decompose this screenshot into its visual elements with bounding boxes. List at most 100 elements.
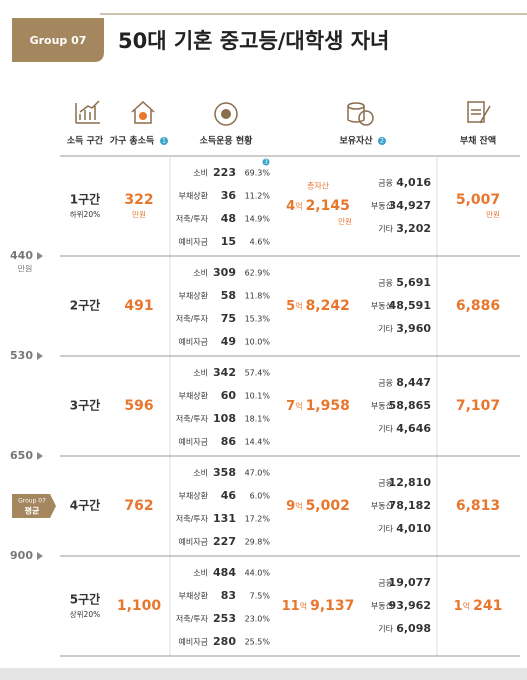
usage-share: 14.9% <box>245 215 271 224</box>
usage-share: 14.4% <box>245 438 271 447</box>
usage-share: 25.5% <box>245 638 271 647</box>
note-badge <box>378 137 386 145</box>
total-label: 총자산 <box>307 181 330 191</box>
asset-value: 48,591 <box>389 299 431 312</box>
usage-label: 부채상환 <box>179 291 209 301</box>
debt: 6,813 <box>456 498 500 514</box>
usage-share: 47.0% <box>245 469 271 478</box>
debt-value: 5,007 <box>456 192 500 208</box>
usage-value: 49 <box>221 335 236 348</box>
asset-label: 기타 <box>378 325 393 334</box>
average-label: 평균 <box>25 506 40 516</box>
asset-label: 금융 <box>378 279 393 288</box>
column-header: 부채 잔액 <box>460 135 496 147</box>
debt-value: 7,107 <box>456 398 500 414</box>
income: 1,100 <box>117 598 162 614</box>
usage-label: 저축/투자 <box>176 315 209 324</box>
column-header: 가구 총소득 <box>110 135 155 147</box>
total-unit: 만원 <box>338 217 352 226</box>
asset-label: 부동산 <box>371 301 394 311</box>
asset-label: 부동산 <box>371 501 394 511</box>
column-header: 보유자산 <box>339 135 373 147</box>
asset-label: 부동산 <box>371 201 394 211</box>
income: 322 <box>124 192 153 208</box>
usage-share: 69.3% <box>245 169 271 178</box>
asset-label: 금융 <box>378 579 393 588</box>
total-assets: 4억 2,145 <box>286 198 350 214</box>
usage-value: 83 <box>221 589 236 602</box>
asset-value: 19,077 <box>389 576 431 589</box>
bracket-sub: 하위20% <box>70 209 100 219</box>
usage-label: 소비 <box>193 269 208 278</box>
debt: 7,107 <box>456 398 500 414</box>
threshold-arrow <box>37 452 43 460</box>
asset-value: 58,865 <box>389 399 431 412</box>
usage-value: 58 <box>221 289 236 302</box>
usage-value: 46 <box>221 489 237 502</box>
usage-label: 예비자금 <box>179 437 208 447</box>
usage-value: 280 <box>213 635 236 648</box>
asset-value: 4,016 <box>396 176 431 189</box>
column-header: 소득 구간 <box>67 135 104 147</box>
note-badge <box>160 137 168 145</box>
bracket-sub: 상위20% <box>70 609 100 619</box>
usage-label: 저축/투자 <box>176 615 209 624</box>
total-eok: 7 <box>286 399 295 414</box>
threshold: 530 <box>10 349 33 362</box>
usage-share: 10.0% <box>245 338 271 347</box>
usage-value: 358 <box>213 466 236 479</box>
usage-label: 예비자금 <box>179 637 208 647</box>
debt-eok: 1 <box>454 599 463 614</box>
eok-unit: 억 <box>295 201 302 211</box>
asset-value: 78,182 <box>389 499 431 512</box>
eok-unit: 억 <box>463 601 470 611</box>
usage-share: 17.2% <box>245 515 271 524</box>
asset-label: 부동산 <box>371 401 394 411</box>
threshold-arrow <box>37 352 43 360</box>
debt: 6,886 <box>456 298 500 314</box>
group-tag-bg <box>12 18 104 62</box>
total-man: 8,242 <box>306 298 350 314</box>
asset-value: 34,927 <box>389 199 431 212</box>
asset-value: 3,202 <box>396 222 431 235</box>
asset-label: 금융 <box>378 379 393 388</box>
total-eok: 5 <box>286 299 295 314</box>
usage-label: 소비 <box>193 369 208 378</box>
usage-value: 15 <box>221 235 236 248</box>
usage-share: 4.6% <box>250 238 271 247</box>
bracket: 4구간 <box>70 498 100 513</box>
average-group: Group 07 <box>18 498 46 505</box>
usage-share: 15.3% <box>245 315 271 324</box>
usage-label: 예비자금 <box>179 237 208 247</box>
usage-value: 75 <box>221 312 236 325</box>
note-badge <box>262 158 270 166</box>
note-number: 1 <box>162 138 166 145</box>
usage-label: 저축/투자 <box>176 215 209 224</box>
eok-unit: 억 <box>300 601 307 611</box>
usage-share: 10.1% <box>245 392 271 401</box>
usage-share: 29.8% <box>245 538 271 547</box>
eok-unit: 억 <box>295 301 302 311</box>
usage-value: 342 <box>213 366 236 379</box>
note-number: 3 <box>264 160 268 166</box>
total-assets: 9억 5,002 <box>286 498 350 514</box>
threshold-unit: 만원 <box>18 265 33 274</box>
debt-value: 6,813 <box>456 498 500 514</box>
usage-share: 62.9% <box>245 269 271 278</box>
usage-share: 44.0% <box>245 569 271 578</box>
asset-label: 금융 <box>378 479 393 488</box>
bracket: 2구간 <box>70 298 100 313</box>
debt: 5,007 <box>456 192 500 208</box>
asset-label: 기타 <box>378 625 393 634</box>
usage-share: 11.2% <box>245 192 271 201</box>
debt-value: 6,886 <box>456 298 500 314</box>
income: 491 <box>124 298 153 314</box>
asset-value: 4,010 <box>396 522 431 535</box>
usage-value: 48 <box>221 212 236 225</box>
usage-label: 소비 <box>193 169 208 178</box>
average-tag-bg <box>12 494 56 518</box>
usage-label: 부채상환 <box>179 191 209 201</box>
total-man: 9,137 <box>310 598 354 614</box>
